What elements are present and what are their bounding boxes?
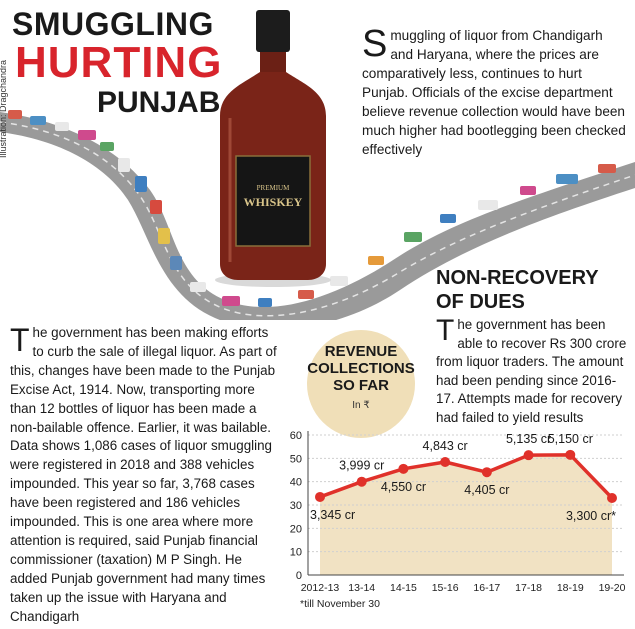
vehicle <box>118 158 130 172</box>
chart-title: REVENUE COLLECTIONS SO FAR <box>307 343 415 394</box>
data-point <box>481 467 492 478</box>
data-point <box>523 450 534 461</box>
data-label: 3,300 cr* <box>566 509 616 523</box>
vehicle <box>478 200 498 210</box>
chart-footnote: *till November 30 <box>300 598 380 610</box>
intro-dropcap: S <box>362 23 388 65</box>
y-tick-label: 20 <box>290 523 302 535</box>
vehicle <box>8 110 22 119</box>
x-tick-label: 14-15 <box>390 582 417 594</box>
data-label: 4,550 cr <box>381 480 426 494</box>
chart-area <box>320 454 612 575</box>
vehicle <box>556 174 578 184</box>
data-label: 5,150 cr <box>548 432 593 446</box>
non-recovery-heading-line2: OF DUES <box>436 291 525 313</box>
vehicle <box>368 256 384 265</box>
vehicle <box>30 116 46 125</box>
bottle-brand-line1: PREMIUM <box>257 184 290 192</box>
vehicle <box>100 142 114 151</box>
y-tick-label: 40 <box>290 477 302 489</box>
vehicle <box>440 214 456 223</box>
headline-line1: SMUGGLING <box>12 6 214 42</box>
y-tick-label: 50 <box>290 453 302 465</box>
road <box>0 112 635 320</box>
headline-line3: PUNJAB <box>97 86 221 119</box>
bottle-label <box>235 155 311 247</box>
bottle-brand-line2: WHISKEY <box>244 195 303 209</box>
data-label: 4,843 cr <box>423 439 468 453</box>
vehicle <box>55 122 69 131</box>
vehicle <box>598 164 616 173</box>
road-lane-marking <box>0 121 635 317</box>
data-point <box>315 491 325 502</box>
vehicle <box>190 282 206 292</box>
series-line <box>319 453 614 500</box>
y-tick-label: 30 <box>290 500 302 512</box>
left-column-dropcap: T <box>10 322 30 358</box>
data-label: 3,345 cr <box>310 508 355 522</box>
y-tick-label: 10 <box>290 547 302 559</box>
data-label: 5,135 cr <box>506 432 551 446</box>
vehicle <box>330 276 348 286</box>
x-tick-label: 15-16 <box>432 582 459 594</box>
data-point <box>607 493 617 503</box>
vehicle <box>520 186 536 195</box>
data-label: 4,405 cr <box>464 483 509 497</box>
vehicle <box>135 176 147 192</box>
data-label: 3,999 cr <box>339 459 384 473</box>
bottle-cap <box>256 10 290 52</box>
y-tick-label: 0 <box>296 570 302 582</box>
x-tick-label: 17-18 <box>515 582 542 594</box>
non-recovery-heading: NON-RECOVERY OF DUES <box>436 266 599 314</box>
vehicle <box>404 232 422 242</box>
illustration-credit: Illustration: Dragchandra <box>0 59 8 158</box>
revenue-chart: 0 10 20 30 40 50 60 3,345 cr 2012-13 3,999 cr 13-1… <box>290 430 626 594</box>
whiskey-bottle-icon: PREMIUM WHISKEY <box>215 10 331 287</box>
vehicle <box>158 228 170 244</box>
vehicle <box>170 256 182 270</box>
vehicle <box>222 296 240 306</box>
vehicle <box>298 290 314 299</box>
x-tick-label: 19-20 <box>599 582 626 594</box>
data-point <box>356 476 367 487</box>
road-illustration <box>0 110 635 320</box>
y-tick-label: 60 <box>290 430 302 442</box>
x-tick-label: 2012-13 <box>301 582 340 594</box>
vehicle <box>258 298 272 307</box>
vehicles <box>8 110 616 307</box>
data-point <box>440 456 451 467</box>
x-tick-label: 18-19 <box>557 582 584 594</box>
x-tick-label: 16-17 <box>473 582 500 594</box>
data-point <box>398 463 409 474</box>
x-tick-label: 13-14 <box>348 582 375 594</box>
chart-unit: In ₹ <box>352 400 370 411</box>
intro-text: muggling of liquor from Chandigarh and H… <box>362 28 626 157</box>
headline-line2: HURTING <box>15 38 223 87</box>
non-recovery-heading-line1: NON-RECOVERY <box>436 267 599 289</box>
vehicle <box>150 200 162 214</box>
data-point <box>565 449 576 460</box>
chart-title-badge <box>307 330 415 438</box>
non-recovery-text: he government has been able to recover R… <box>436 317 627 425</box>
left-column-text: he government has been making efforts to… <box>10 325 277 624</box>
vehicle <box>78 130 96 140</box>
non-recovery-dropcap: T <box>436 314 455 347</box>
